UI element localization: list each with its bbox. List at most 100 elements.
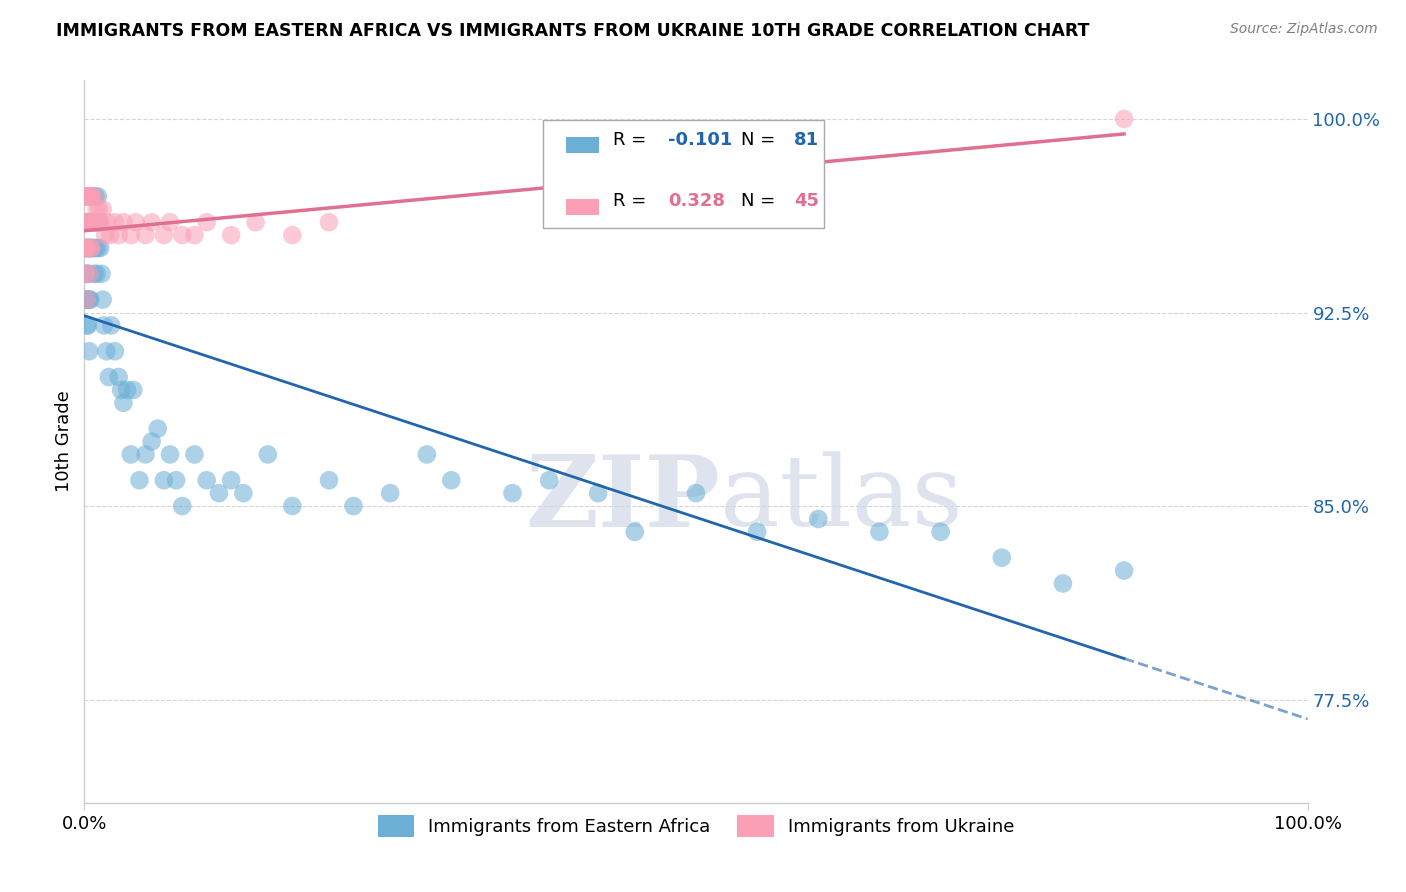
Point	[98, 228, 121, 243]
Point	[82, 215, 104, 229]
Text: N =: N =	[741, 193, 782, 211]
Point	[135, 447, 157, 461]
Point	[77, 241, 100, 255]
Point	[120, 447, 142, 461]
FancyBboxPatch shape	[543, 120, 824, 228]
Point	[79, 293, 101, 307]
Point	[76, 241, 98, 255]
Text: Source: ZipAtlas.com: Source: ZipAtlas.com	[1230, 22, 1378, 37]
Point	[1114, 564, 1136, 578]
Point	[89, 241, 111, 255]
Point	[380, 486, 402, 500]
Text: 0.328: 0.328	[668, 193, 725, 211]
Point	[77, 215, 100, 229]
Point	[80, 241, 103, 255]
Point	[91, 293, 114, 307]
Point	[104, 215, 127, 229]
Point	[112, 396, 135, 410]
Point	[183, 447, 205, 461]
Point	[86, 215, 108, 229]
Point	[77, 241, 100, 255]
Point	[342, 499, 364, 513]
Point	[87, 241, 110, 255]
Point	[75, 267, 97, 281]
Point	[77, 189, 100, 203]
Point	[83, 189, 105, 203]
Point	[87, 215, 110, 229]
Point	[112, 215, 135, 229]
Point	[281, 499, 304, 513]
Point	[869, 524, 891, 539]
Point	[807, 512, 830, 526]
Point	[76, 318, 98, 333]
Point	[84, 189, 107, 203]
Point	[538, 473, 561, 487]
Point	[87, 202, 110, 217]
Point	[86, 202, 108, 217]
Point	[97, 370, 120, 384]
Point	[80, 241, 103, 255]
Point	[115, 383, 138, 397]
Point	[82, 241, 104, 255]
Point	[80, 189, 103, 203]
Point	[96, 344, 118, 359]
Point	[76, 293, 98, 307]
Point	[87, 215, 110, 229]
Point	[685, 486, 707, 500]
Point	[77, 189, 100, 203]
Point	[93, 318, 115, 333]
Point	[77, 215, 100, 229]
Point	[75, 241, 97, 255]
Point	[141, 434, 163, 449]
Point	[75, 189, 97, 203]
Point	[104, 344, 127, 359]
Legend: Immigrants from Eastern Africa, Immigrants from Ukraine: Immigrants from Eastern Africa, Immigran…	[370, 808, 1022, 845]
Point	[86, 267, 108, 281]
Point	[183, 228, 205, 243]
Point	[318, 473, 340, 487]
Point	[84, 241, 107, 255]
Point	[991, 550, 1014, 565]
Point	[416, 447, 439, 461]
Point	[195, 473, 218, 487]
Point	[135, 228, 157, 243]
Point	[77, 293, 100, 307]
Text: ZIP: ZIP	[526, 450, 720, 548]
Point	[165, 473, 187, 487]
Point	[141, 215, 163, 229]
Point	[75, 267, 97, 281]
Point	[125, 215, 148, 229]
Point	[79, 241, 101, 255]
Point	[195, 215, 218, 229]
Text: N =: N =	[741, 131, 782, 149]
Text: 81: 81	[794, 131, 818, 149]
Point	[146, 422, 169, 436]
Point	[624, 524, 647, 539]
Point	[75, 241, 97, 255]
Point	[120, 228, 142, 243]
Point	[281, 228, 304, 243]
Point	[318, 215, 340, 229]
Text: R =: R =	[613, 131, 652, 149]
Point	[172, 499, 194, 513]
Point	[77, 215, 100, 229]
FancyBboxPatch shape	[567, 137, 599, 153]
Point	[100, 318, 122, 333]
Point	[110, 383, 132, 397]
Point	[502, 486, 524, 500]
Point	[79, 241, 101, 255]
Point	[107, 228, 129, 243]
FancyBboxPatch shape	[567, 199, 599, 215]
Point	[77, 267, 100, 281]
Text: 45: 45	[794, 193, 818, 211]
Point	[122, 383, 145, 397]
Point	[84, 215, 107, 229]
Point	[219, 473, 242, 487]
Text: -0.101: -0.101	[668, 131, 733, 149]
Point	[76, 267, 98, 281]
Point	[153, 228, 176, 243]
Point	[107, 370, 129, 384]
Point	[75, 293, 97, 307]
Point	[232, 486, 254, 500]
Point	[76, 293, 98, 307]
